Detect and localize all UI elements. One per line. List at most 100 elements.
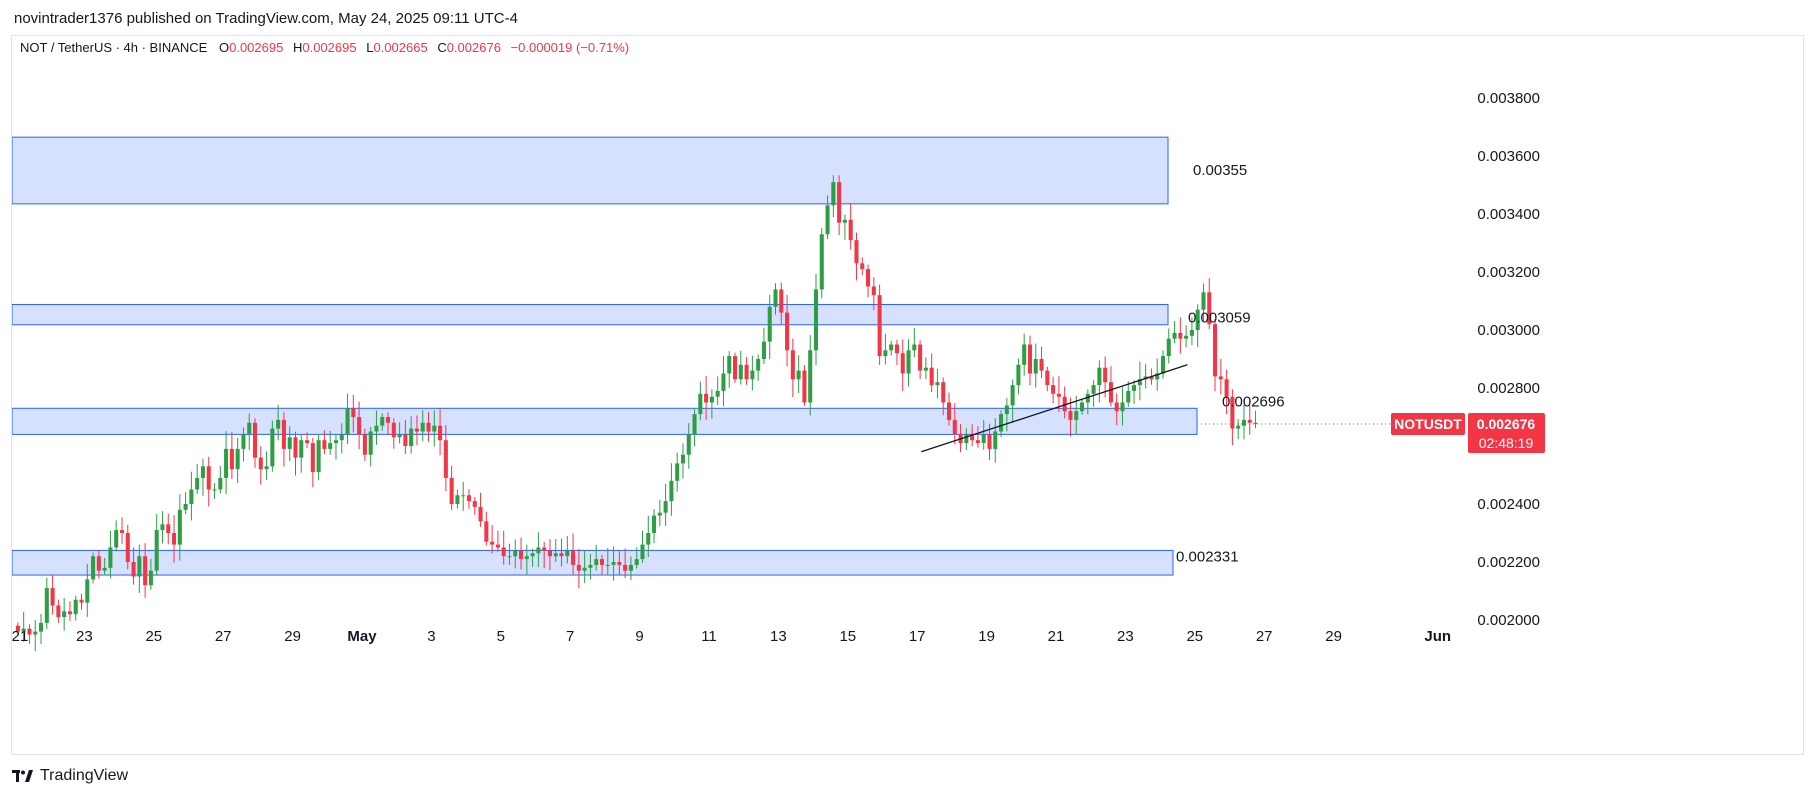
candle[interactable] — [305, 432, 310, 449]
trendline[interactable] — [920, 364, 1188, 453]
candle[interactable] — [154, 514, 159, 575]
candle[interactable] — [44, 578, 49, 629]
candle[interactable] — [1103, 356, 1108, 398]
candle[interactable] — [686, 423, 691, 469]
candle[interactable] — [981, 420, 986, 450]
candle[interactable] — [993, 418, 998, 463]
candle[interactable] — [1126, 381, 1131, 407]
candle[interactable] — [391, 418, 396, 449]
candle[interactable] — [582, 550, 587, 584]
candle[interactable] — [218, 466, 223, 494]
candle[interactable] — [894, 339, 899, 365]
candle[interactable] — [466, 489, 472, 509]
candle[interactable] — [102, 557, 107, 576]
candle[interactable] — [258, 446, 263, 485]
candle[interactable] — [952, 403, 957, 445]
candle[interactable] — [172, 515, 177, 563]
candle[interactable] — [588, 554, 593, 580]
candle[interactable] — [929, 353, 934, 392]
candle[interactable] — [362, 428, 367, 461]
candle[interactable] — [513, 539, 518, 569]
candle[interactable] — [252, 418, 258, 468]
candle[interactable] — [426, 412, 431, 442]
candle[interactable] — [1120, 387, 1125, 426]
candle[interactable] — [409, 416, 414, 454]
candle[interactable] — [33, 620, 38, 652]
candle[interactable] — [507, 543, 512, 565]
candle[interactable] — [1160, 350, 1166, 379]
candle[interactable] — [634, 547, 639, 569]
candle[interactable] — [137, 544, 142, 593]
candle[interactable] — [114, 520, 119, 552]
candle[interactable] — [1056, 376, 1061, 412]
candle[interactable] — [131, 547, 136, 585]
candle[interactable] — [328, 430, 333, 455]
candle[interactable] — [715, 376, 720, 406]
candle[interactable] — [247, 413, 252, 450]
candle[interactable] — [490, 525, 495, 554]
candle[interactable] — [547, 539, 552, 570]
candle[interactable] — [351, 394, 356, 433]
candle[interactable] — [565, 536, 570, 564]
candle[interactable] — [212, 483, 217, 499]
candle[interactable] — [455, 489, 460, 509]
candle[interactable] — [414, 415, 419, 446]
candle[interactable] — [73, 595, 78, 621]
candle[interactable] — [322, 430, 327, 455]
candle[interactable] — [281, 412, 286, 467]
candle[interactable] — [148, 558, 153, 590]
candle[interactable] — [802, 365, 807, 407]
candle[interactable] — [1253, 410, 1258, 429]
candle[interactable] — [293, 431, 298, 476]
candle[interactable] — [206, 456, 211, 507]
candle[interactable] — [1108, 366, 1113, 407]
candle[interactable] — [831, 175, 836, 218]
candle[interactable] — [906, 339, 911, 387]
candle[interactable] — [1166, 328, 1171, 364]
candle[interactable] — [964, 428, 969, 451]
candle[interactable] — [918, 340, 923, 380]
candle[interactable] — [941, 377, 946, 416]
candle[interactable] — [1010, 379, 1015, 423]
candle[interactable] — [1051, 376, 1056, 404]
candle[interactable] — [1189, 317, 1194, 346]
candle[interactable] — [345, 393, 350, 445]
candle[interactable] — [825, 195, 830, 240]
candle[interactable] — [652, 509, 657, 544]
candle[interactable] — [605, 548, 610, 575]
candle[interactable] — [310, 437, 315, 488]
candle[interactable] — [808, 335, 813, 416]
candle[interactable] — [166, 513, 171, 545]
candle[interactable] — [623, 548, 628, 578]
candle[interactable] — [235, 437, 240, 483]
zone-box[interactable] — [11, 407, 1198, 435]
candle[interactable] — [339, 423, 344, 454]
candle[interactable] — [837, 175, 842, 236]
candle[interactable] — [542, 541, 547, 569]
candle[interactable] — [640, 530, 645, 563]
candle[interactable] — [1016, 358, 1021, 395]
candle[interactable] — [1178, 317, 1183, 354]
candle[interactable] — [946, 392, 952, 426]
candle[interactable] — [380, 413, 385, 431]
candle[interactable] — [860, 257, 865, 275]
candle[interactable] — [21, 611, 26, 642]
candle[interactable] — [750, 355, 755, 391]
candle[interactable] — [790, 338, 795, 397]
candle[interactable] — [443, 424, 448, 492]
candle[interactable] — [397, 422, 402, 444]
candle[interactable] — [1062, 386, 1067, 419]
candle[interactable] — [733, 352, 738, 383]
candle[interactable] — [923, 357, 928, 380]
candle[interactable] — [1027, 335, 1032, 386]
candle[interactable] — [675, 452, 680, 492]
candle[interactable] — [738, 350, 743, 385]
candle[interactable] — [91, 552, 96, 584]
candle[interactable] — [108, 530, 113, 579]
candle[interactable] — [854, 232, 859, 281]
candle[interactable] — [709, 389, 714, 419]
candle[interactable] — [1033, 343, 1038, 388]
candle[interactable] — [1114, 393, 1119, 426]
candle[interactable] — [200, 458, 205, 496]
candle[interactable] — [559, 538, 564, 567]
